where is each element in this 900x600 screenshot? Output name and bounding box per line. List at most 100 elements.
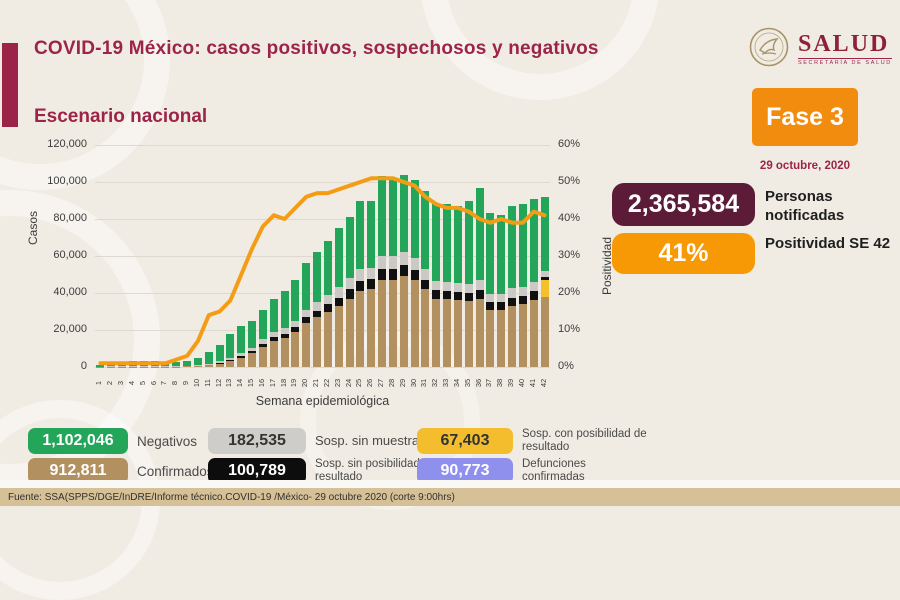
bar-segment — [367, 201, 375, 269]
bar-segment — [432, 281, 440, 290]
stacked-bar-week-33 — [443, 204, 451, 367]
bar-segment — [421, 191, 429, 269]
positividad-badge: 41% — [612, 233, 755, 274]
bar-segment — [183, 366, 191, 367]
bar-segment — [389, 178, 397, 256]
y-axis-tick-right: 0% — [558, 360, 598, 372]
bar-segment — [367, 279, 375, 289]
bar-segment — [205, 352, 213, 364]
bar-segment — [465, 201, 473, 284]
bar-segment — [324, 241, 332, 295]
bar-segment — [335, 306, 343, 367]
stacked-bar-week-42 — [541, 197, 549, 367]
bar-segment — [508, 298, 516, 306]
stacked-bar-week-16 — [259, 310, 267, 367]
x-axis-tick: 11 — [203, 373, 215, 393]
bar-segment — [508, 306, 516, 367]
bar-segment — [421, 269, 429, 280]
bar-segment — [302, 263, 310, 309]
bar-segment — [454, 283, 462, 292]
x-axis-label: Semana epidemiológica — [95, 394, 550, 408]
bar-segment — [313, 317, 321, 367]
bar-segment — [454, 292, 462, 300]
stacked-bar-week-14 — [237, 326, 245, 367]
bar-segment — [291, 280, 299, 321]
bar-segment — [465, 284, 473, 293]
stacked-bar-week-17 — [270, 299, 278, 367]
x-axis-tick: 42 — [539, 373, 551, 393]
stacked-bar-week-1 — [96, 365, 104, 367]
y-axis-tick-left: 100,000 — [29, 175, 87, 187]
bar-segment — [324, 295, 332, 304]
salud-logo-subtitle: SECRETARÍA DE SALUD — [798, 58, 892, 66]
y-axis-tick-left: 20,000 — [29, 323, 87, 335]
bar-segment — [302, 323, 310, 367]
stacked-bar-week-21 — [313, 252, 321, 367]
gridline — [95, 145, 550, 146]
bar-segment — [216, 364, 224, 368]
bar-segment — [389, 280, 397, 367]
source-footer: Fuente: SSA(SPPS/DGE/InDRE/Informe técni… — [0, 488, 900, 506]
bar-segment — [454, 206, 462, 283]
bar-segment — [194, 358, 202, 366]
stacked-bar-week-30 — [411, 180, 419, 367]
footer-spacer — [0, 480, 900, 488]
bar-segment — [541, 197, 549, 271]
bar-segment — [411, 280, 419, 367]
stacked-bar-week-23 — [335, 228, 343, 367]
bar-segment — [497, 310, 505, 367]
bar-segment — [205, 365, 213, 367]
section-title: Escenario nacional — [34, 106, 207, 128]
stacked-bar-week-27 — [378, 176, 386, 367]
bar-segment — [486, 302, 494, 309]
bar-segment — [194, 366, 202, 367]
bar-segment — [346, 299, 354, 367]
bar-segment — [378, 256, 386, 269]
bar-segment — [508, 206, 516, 288]
bar-segment — [411, 180, 419, 258]
bar-segment — [248, 321, 256, 348]
bar-segment — [497, 302, 505, 309]
stacked-bar-week-28 — [389, 178, 397, 367]
bar-segment — [324, 312, 332, 368]
y-axis-tick-right: 40% — [558, 212, 598, 224]
bar-segment — [519, 204, 527, 286]
stacked-bar-week-10 — [194, 358, 202, 367]
bar-segment — [335, 287, 343, 297]
personas-notificadas-label: Personas notificadas — [765, 188, 895, 226]
bar-segment — [389, 256, 397, 269]
bar-segment — [302, 310, 310, 317]
stacked-bar-week-20 — [302, 263, 310, 367]
stacked-bar-week-31 — [421, 191, 429, 367]
title-accent-bar — [2, 43, 18, 127]
bar-segment — [356, 269, 364, 281]
stacked-bar-week-24 — [346, 217, 354, 367]
stacked-bar-week-11 — [205, 352, 213, 367]
x-axis-tick: 29 — [398, 373, 410, 393]
stacked-bar-week-8 — [172, 362, 180, 367]
bar-segment — [519, 287, 527, 296]
stacked-bar-week-7 — [161, 362, 169, 367]
stacked-bar-week-22 — [324, 241, 332, 367]
bar-segment — [356, 291, 364, 367]
bar-segment — [346, 278, 354, 289]
bar-segment — [421, 289, 429, 367]
stacked-bar-week-40 — [519, 204, 527, 367]
bar-segment — [346, 217, 354, 278]
y-axis-tick-right: 60% — [558, 138, 598, 150]
bar-segment — [324, 304, 332, 311]
bar-segment — [389, 269, 397, 280]
bar-segment — [237, 326, 245, 353]
bar-segment — [432, 204, 440, 281]
bar-segment — [313, 302, 321, 310]
y-axis-tick-right: 50% — [558, 175, 598, 187]
x-axis-tick: 17 — [268, 373, 280, 393]
bar-segment — [519, 304, 527, 367]
bar-segment — [476, 188, 484, 281]
bar-segment — [400, 276, 408, 367]
bar-segment — [486, 213, 494, 293]
bar-segment — [465, 293, 473, 301]
bar-segment — [313, 252, 321, 302]
legend-badge-sosp-con-posibilidad: 67,403 — [417, 428, 513, 454]
bar-segment — [367, 289, 375, 367]
